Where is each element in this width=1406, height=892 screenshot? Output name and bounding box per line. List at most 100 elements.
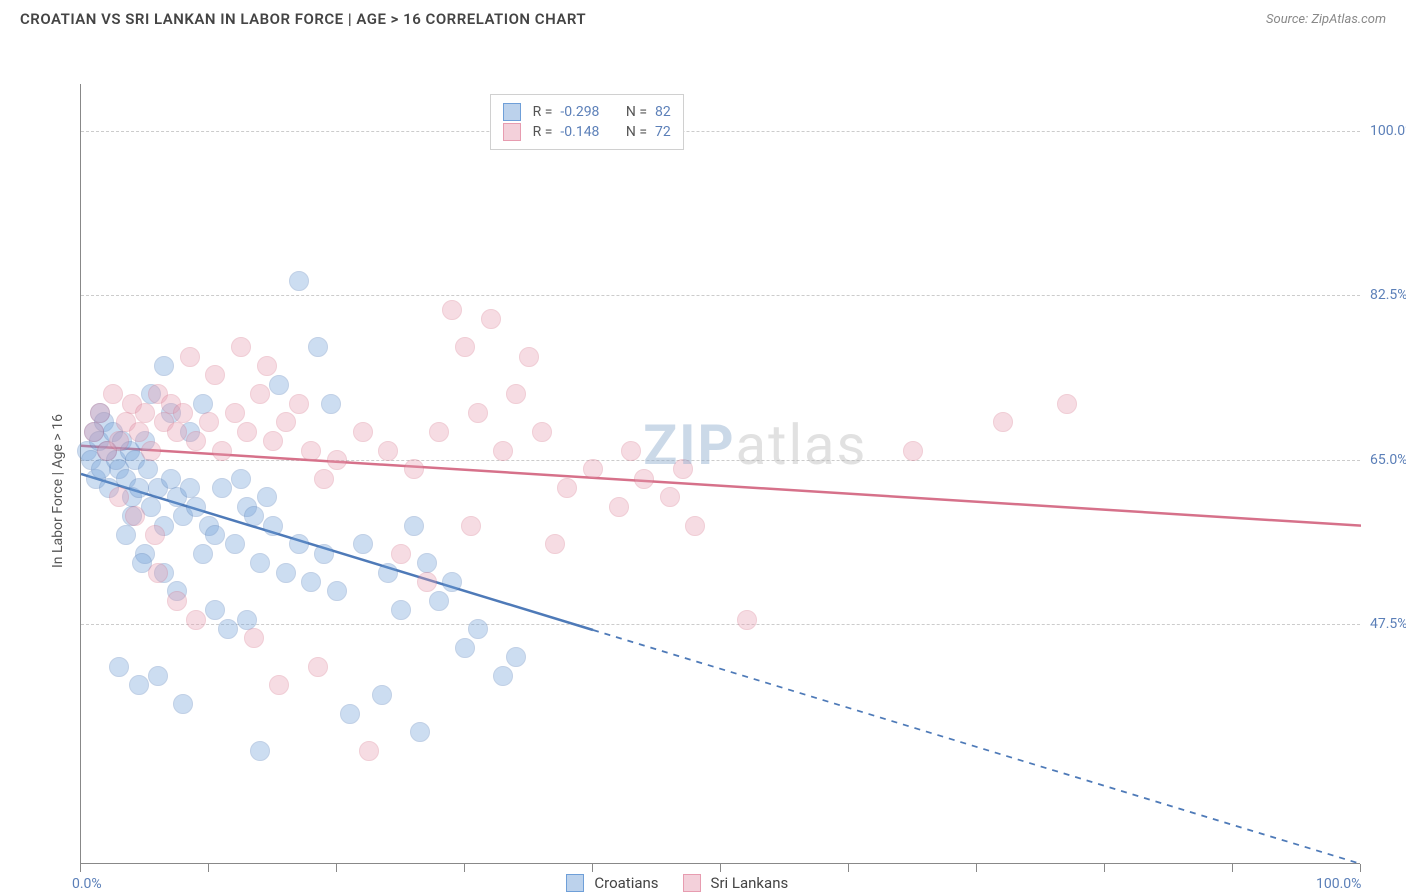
scatter-point xyxy=(378,441,398,461)
scatter-point xyxy=(154,356,174,376)
scatter-point xyxy=(145,525,165,545)
scatter-point xyxy=(301,572,321,592)
scatter-point xyxy=(193,394,213,414)
x-tick xyxy=(592,864,593,872)
scatter-point xyxy=(903,441,923,461)
scatter-point xyxy=(321,394,341,414)
scatter-point xyxy=(583,459,603,479)
legend-row: R = -0.298 N = 82 xyxy=(503,103,671,121)
scatter-point xyxy=(244,506,264,526)
x-tick xyxy=(208,864,209,872)
gridline xyxy=(81,131,1360,132)
scatter-point xyxy=(180,347,200,367)
scatter-point xyxy=(468,619,488,639)
scatter-point xyxy=(557,478,577,498)
scatter-point xyxy=(244,628,264,648)
chart-source: Source: ZipAtlas.com xyxy=(1266,12,1386,27)
scatter-point xyxy=(186,431,206,451)
scatter-point xyxy=(301,441,321,461)
legend-r-label: R = xyxy=(533,124,553,140)
scatter-point xyxy=(429,422,449,442)
scatter-point xyxy=(186,497,206,517)
scatter-point xyxy=(225,534,245,554)
gridline xyxy=(81,295,1360,296)
scatter-point xyxy=(250,384,270,404)
scatter-point xyxy=(212,441,232,461)
scatter-point xyxy=(372,685,392,705)
scatter-point xyxy=(263,516,283,536)
x-tick-label-left: 0.0% xyxy=(72,876,102,892)
scatter-point xyxy=(289,394,309,414)
chart-title: CROATIAN VS SRI LANKAN IN LABOR FORCE | … xyxy=(20,10,586,28)
x-tick xyxy=(336,864,337,872)
legend-swatch xyxy=(683,874,701,892)
scatter-point xyxy=(404,516,424,536)
scatter-point xyxy=(673,459,693,479)
y-tick-label: 47.5% xyxy=(1370,616,1406,632)
scatter-point xyxy=(455,638,475,658)
scatter-point xyxy=(125,506,145,526)
legend-item: Croatians xyxy=(566,874,658,892)
legend-n-value: 82 xyxy=(655,104,671,120)
legend-swatch xyxy=(503,103,521,121)
scatter-point xyxy=(276,412,296,432)
trend-line-solid xyxy=(81,446,1361,526)
scatter-point xyxy=(138,459,158,479)
x-tick xyxy=(464,864,465,872)
scatter-point xyxy=(289,534,309,554)
x-tick xyxy=(1360,864,1361,872)
scatter-point xyxy=(135,403,155,423)
y-tick-label: 100.0% xyxy=(1370,123,1406,139)
legend-label: Croatians xyxy=(594,874,658,892)
scatter-point xyxy=(391,544,411,564)
scatter-point xyxy=(205,525,225,545)
scatter-point xyxy=(378,563,398,583)
scatter-point xyxy=(404,459,424,479)
scatter-point xyxy=(225,403,245,423)
scatter-point xyxy=(308,337,328,357)
scatter-point xyxy=(506,384,526,404)
scatter-point xyxy=(231,337,251,357)
scatter-point xyxy=(1057,394,1077,414)
x-tick-label-right: 100.0% xyxy=(1316,876,1361,892)
scatter-point xyxy=(269,675,289,695)
gridline xyxy=(81,624,1360,625)
scatter-point xyxy=(340,704,360,724)
scatter-point xyxy=(250,553,270,573)
scatter-point xyxy=(173,694,193,714)
y-axis-label: In Labor Force | Age > 16 xyxy=(50,414,66,568)
scatter-point xyxy=(109,657,129,677)
legend-n-value: 72 xyxy=(655,124,671,140)
scatter-point xyxy=(993,412,1013,432)
scatter-point xyxy=(621,441,641,461)
scatter-point xyxy=(468,403,488,423)
scatter-point xyxy=(180,478,200,498)
scatter-point xyxy=(442,572,462,592)
scatter-point xyxy=(481,309,501,329)
scatter-point xyxy=(257,356,277,376)
scatter-point xyxy=(519,347,539,367)
legend-series: CroatiansSri Lankans xyxy=(566,874,788,892)
scatter-point xyxy=(205,365,225,385)
scatter-point xyxy=(103,384,123,404)
scatter-point xyxy=(141,441,161,461)
scatter-point xyxy=(250,741,270,761)
scatter-point xyxy=(417,553,437,573)
legend-r-value: -0.298 xyxy=(560,104,599,120)
scatter-point xyxy=(193,544,213,564)
legend-n-label: N = xyxy=(626,124,647,140)
source-name: ZipAtlas.com xyxy=(1311,12,1386,27)
legend-swatch xyxy=(503,123,521,141)
scatter-point xyxy=(410,722,430,742)
legend-n-label: N = xyxy=(626,104,647,120)
scatter-point xyxy=(212,478,232,498)
scatter-point xyxy=(186,610,206,630)
scatter-point xyxy=(237,422,257,442)
scatter-point xyxy=(660,487,680,507)
scatter-point xyxy=(314,469,334,489)
scatter-point xyxy=(269,375,289,395)
scatter-point xyxy=(391,600,411,620)
legend-swatch xyxy=(566,874,584,892)
x-tick xyxy=(848,864,849,872)
trend-lines xyxy=(81,84,1361,864)
